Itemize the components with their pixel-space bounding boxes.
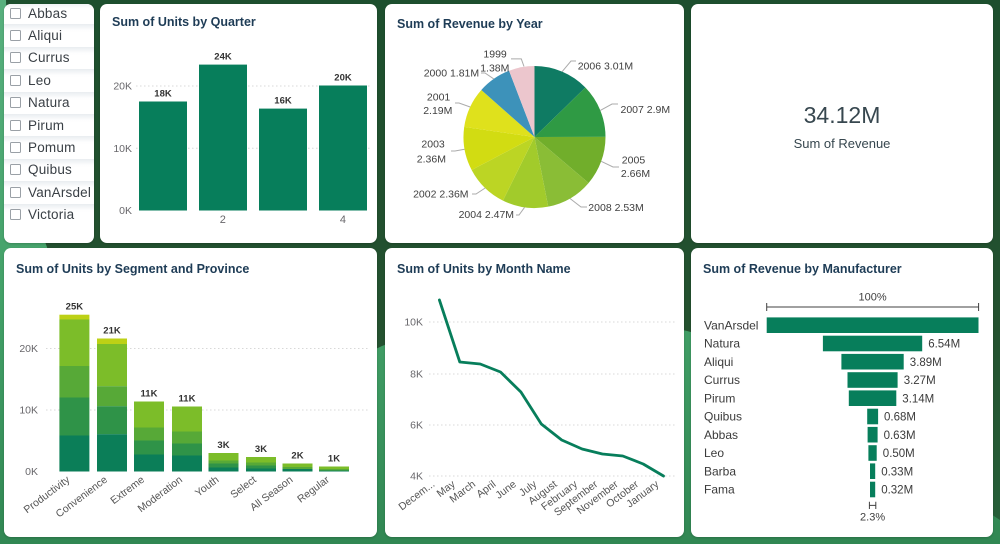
svg-text:0.50M: 0.50M — [883, 448, 915, 460]
svg-text:3.89M: 3.89M — [910, 357, 942, 369]
svg-text:2000 1.81M: 2000 1.81M — [424, 67, 479, 79]
svg-text:3.27M: 3.27M — [904, 375, 936, 387]
svg-text:Regular: Regular — [295, 474, 332, 506]
svg-text:Natura: Natura — [704, 337, 740, 351]
svg-text:Leo: Leo — [704, 446, 724, 460]
svg-text:2002 2.36M: 2002 2.36M — [413, 188, 468, 200]
svg-text:VanArsdel: VanArsdel — [704, 318, 758, 332]
svg-text:1K: 1K — [328, 454, 340, 465]
svg-text:2005: 2005 — [622, 155, 646, 167]
svg-text:2008 2.53M: 2008 2.53M — [588, 202, 643, 214]
svg-text:10K: 10K — [113, 143, 132, 155]
svg-text:2001: 2001 — [427, 92, 451, 104]
svg-text:0.63M: 0.63M — [884, 430, 916, 442]
svg-text:Barba: Barba — [704, 464, 736, 478]
svg-text:6.54M: 6.54M — [928, 339, 960, 351]
svg-text:2: 2 — [220, 214, 226, 226]
svg-text:4: 4 — [340, 214, 346, 226]
svg-text:0K: 0K — [25, 466, 38, 478]
svg-text:16K: 16K — [274, 96, 292, 107]
svg-text:24K: 24K — [214, 52, 232, 63]
svg-text:11K: 11K — [141, 389, 158, 400]
svg-text:6K: 6K — [410, 420, 423, 432]
svg-text:20K: 20K — [113, 81, 132, 93]
svg-text:2.66M: 2.66M — [621, 168, 650, 180]
svg-text:Pirum: Pirum — [704, 391, 735, 405]
svg-text:20K: 20K — [19, 343, 38, 355]
svg-text:10K: 10K — [19, 405, 38, 417]
svg-text:2004 2.47M: 2004 2.47M — [459, 209, 514, 221]
svg-text:11K: 11K — [179, 394, 196, 405]
svg-text:Decem...: Decem... — [396, 478, 437, 513]
svg-text:10K: 10K — [404, 317, 423, 329]
svg-text:Aliqui: Aliqui — [704, 355, 733, 369]
svg-text:2006 3.01M: 2006 3.01M — [578, 60, 633, 72]
svg-text:April: April — [474, 478, 498, 500]
svg-text:20K: 20K — [334, 73, 352, 84]
svg-text:0K: 0K — [119, 205, 132, 217]
svg-text:2007 2.9M: 2007 2.9M — [621, 104, 671, 116]
svg-text:June: June — [493, 478, 519, 501]
svg-text:0.32M: 0.32M — [881, 485, 913, 497]
svg-text:21K: 21K — [103, 326, 121, 337]
svg-text:18K: 18K — [154, 89, 172, 100]
svg-text:1.38M: 1.38M — [480, 63, 509, 75]
svg-text:4K: 4K — [410, 471, 423, 483]
svg-text:2003: 2003 — [421, 139, 445, 151]
svg-text:Youth: Youth — [193, 474, 221, 500]
svg-text:2.3%: 2.3% — [860, 512, 885, 524]
svg-text:3K: 3K — [255, 444, 267, 455]
svg-text:2.36M: 2.36M — [417, 153, 446, 165]
svg-text:0.68M: 0.68M — [884, 412, 916, 424]
svg-text:100%: 100% — [859, 292, 887, 304]
svg-text:3.14M: 3.14M — [902, 393, 934, 405]
svg-text:Select: Select — [228, 474, 259, 501]
svg-text:0.33M: 0.33M — [881, 466, 913, 478]
svg-text:Abbas: Abbas — [704, 428, 738, 442]
svg-text:25K: 25K — [66, 302, 84, 313]
svg-text:Quibus: Quibus — [704, 410, 742, 424]
svg-text:1999: 1999 — [483, 49, 507, 61]
svg-text:3K: 3K — [217, 440, 229, 451]
svg-text:8K: 8K — [410, 369, 423, 381]
svg-text:Currus: Currus — [704, 373, 740, 387]
svg-text:2.19M: 2.19M — [423, 105, 452, 117]
svg-text:2K: 2K — [291, 451, 303, 462]
svg-text:Fama: Fama — [704, 483, 735, 497]
